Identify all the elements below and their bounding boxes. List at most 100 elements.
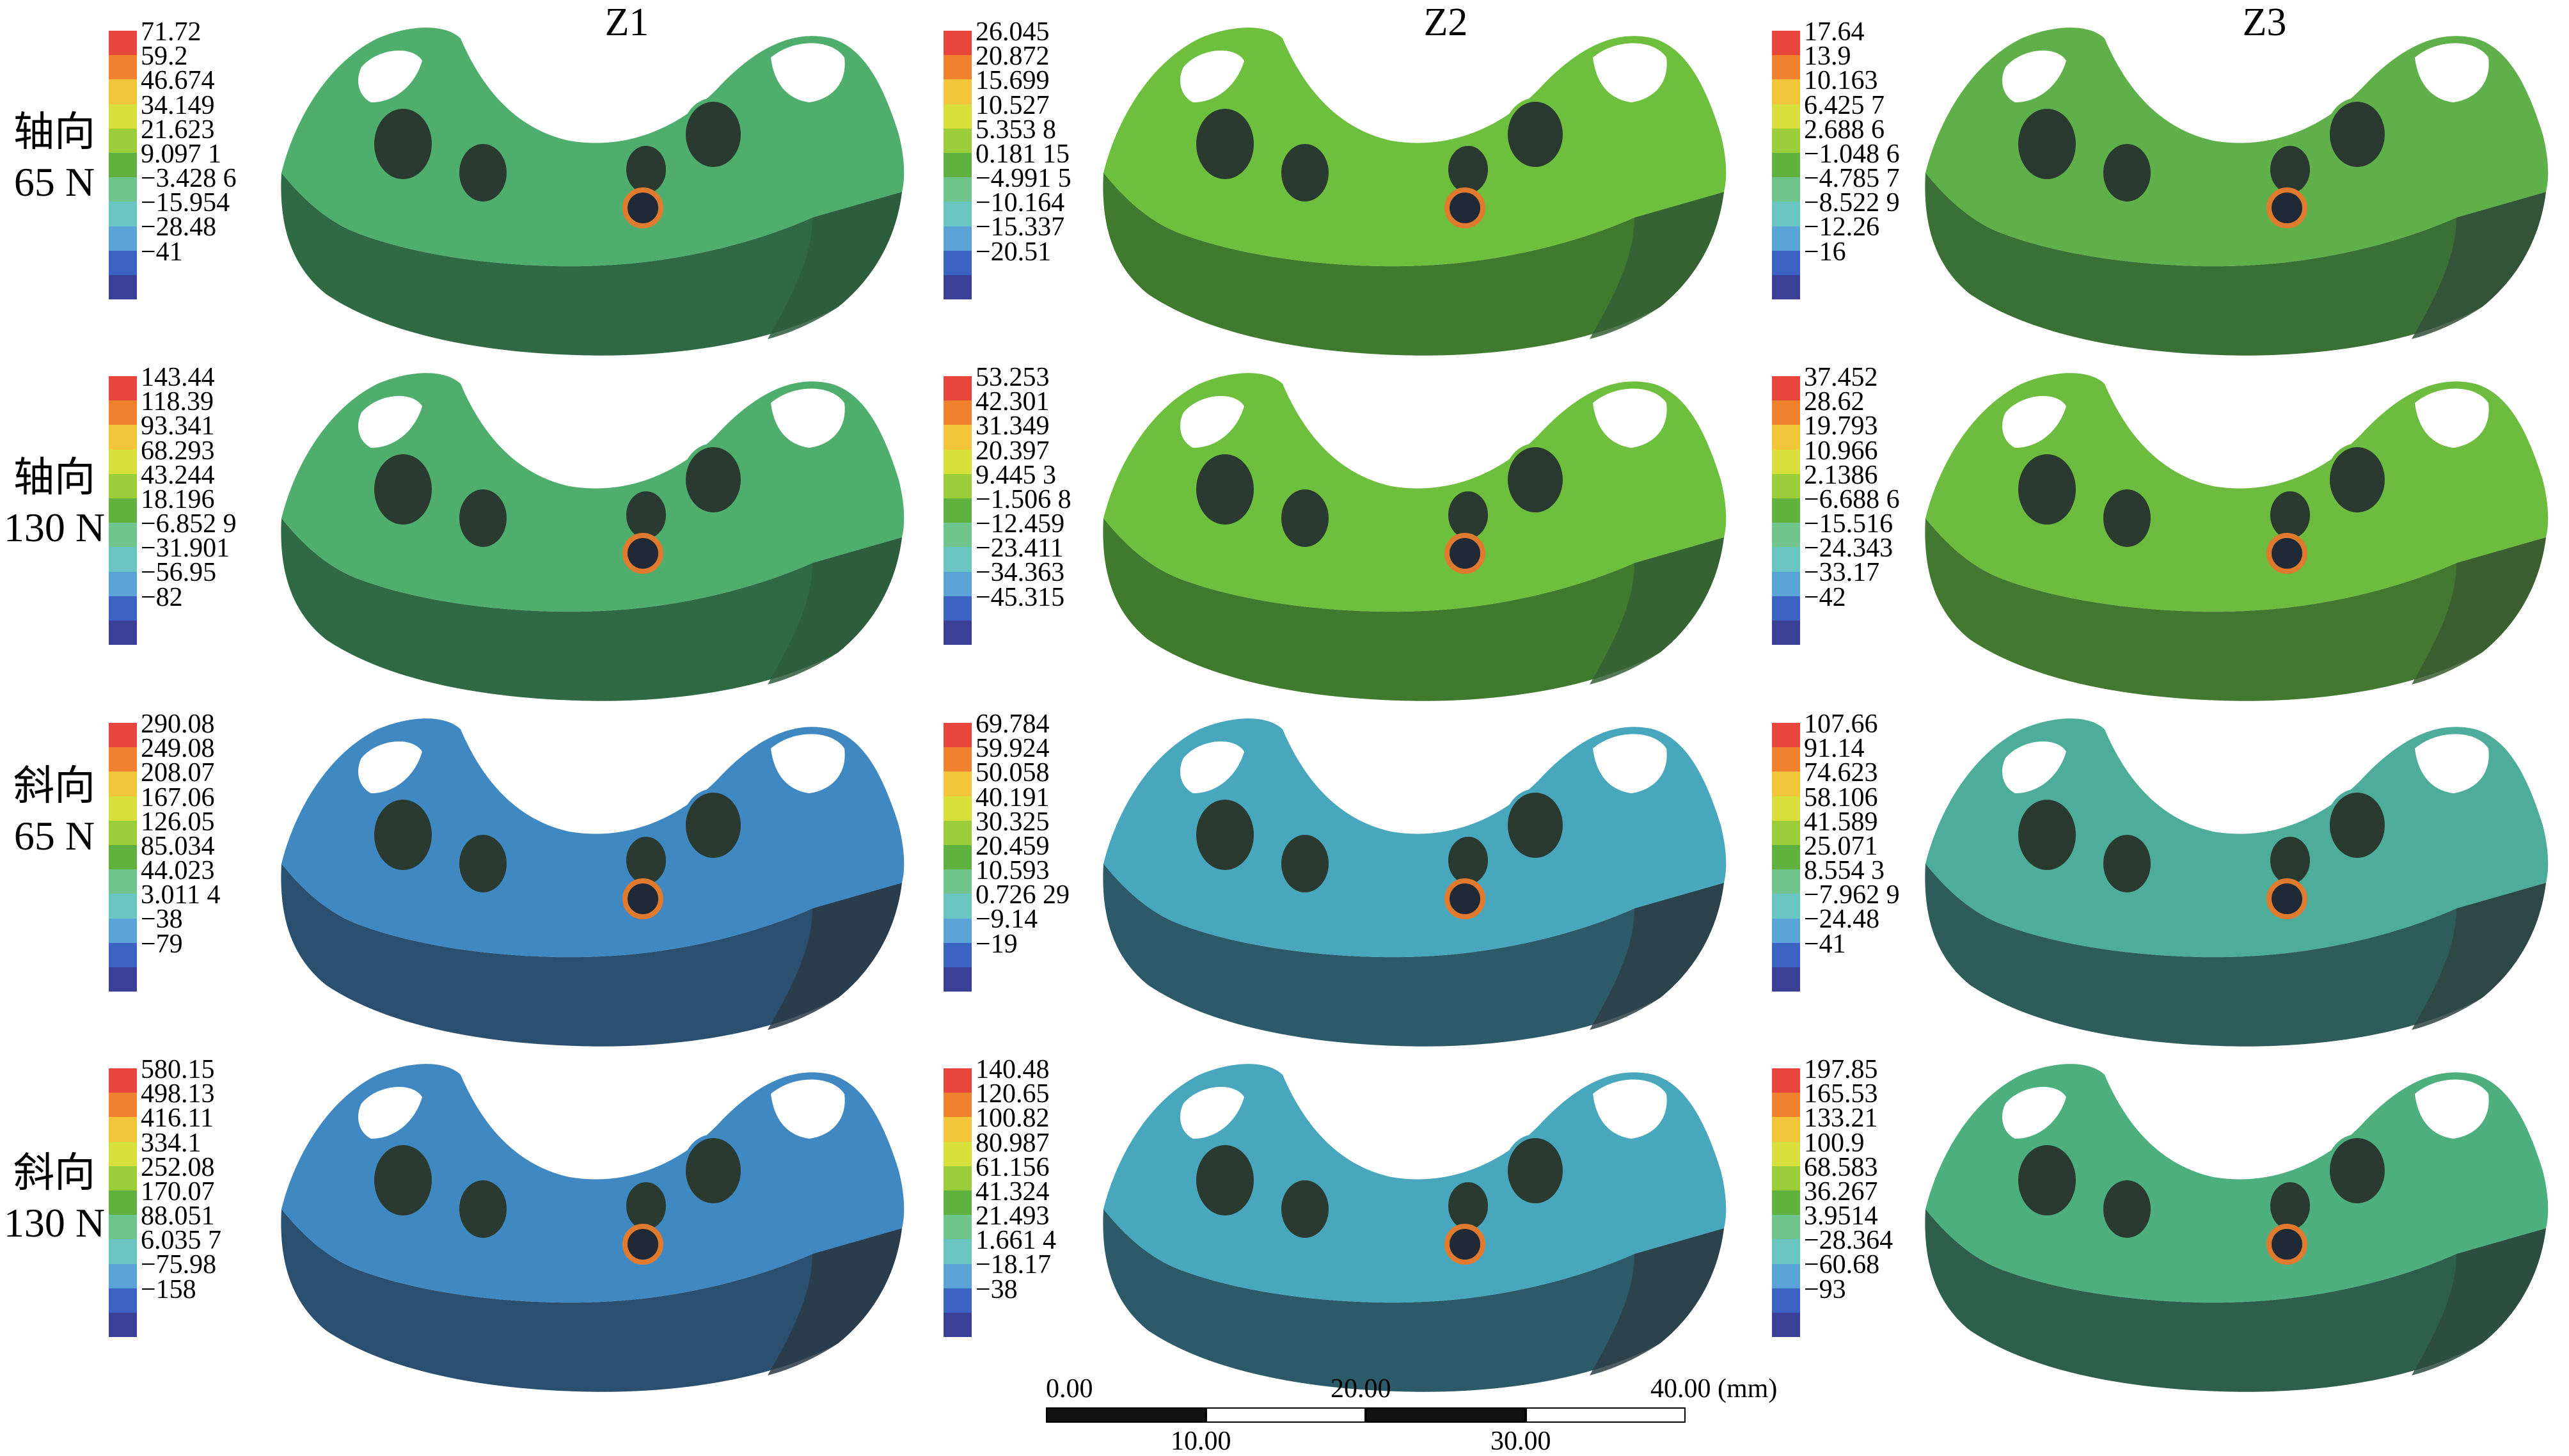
legend-swatch: [109, 942, 137, 967]
legend-swatch: [109, 473, 137, 498]
implant-window-right: [1593, 734, 1667, 793]
implant-contour-render: [1925, 1064, 2549, 1392]
implant-lateral-hole: [2326, 98, 2389, 171]
color-legend: 580.15 498.13 416.11 334.1 252.08 170.07 88.05…: [109, 1056, 320, 1338]
legend-tick-label: 58.106: [1804, 782, 1878, 812]
legend-tick-label: −7.962 9: [1804, 880, 1900, 910]
legend-tick-label: −19: [976, 929, 1018, 959]
legend-tick-label: 334.1: [141, 1128, 202, 1158]
legend-tick-label: −12.459: [976, 509, 1065, 539]
legend-swatch: [944, 226, 972, 251]
column-header-z3: Z3: [2242, 1, 2287, 44]
implant-lateral-hole: [1504, 789, 1567, 862]
implant-side-face: [768, 537, 902, 684]
implant-lateral-hole: [1504, 443, 1567, 516]
legend-swatch: [1772, 1166, 1800, 1191]
legend-swatch: [109, 1215, 137, 1240]
legend-tick-label: −1.048 6: [1804, 139, 1900, 169]
implant-window-left: [358, 395, 422, 448]
legend-tick-label: 26.045: [976, 17, 1050, 47]
implant-lateral-hole: [370, 450, 436, 528]
legend-tick-label: 34.149: [141, 90, 215, 120]
legend-swatch: [109, 894, 137, 919]
legend-swatch: [109, 820, 137, 845]
legend-swatch: [1772, 400, 1800, 425]
legend-color-bar: [109, 31, 137, 300]
legend-tick-label: 249.08: [141, 734, 215, 764]
legend-swatch: [109, 226, 137, 251]
legend-tick-label: 3.9514: [1804, 1201, 1878, 1231]
implant-front-face: [281, 1209, 902, 1392]
implant-lateral-hole: [1444, 833, 1492, 888]
legend-tick-label: −75.98: [141, 1250, 217, 1280]
implant-front-face: [1925, 173, 2546, 356]
legend-tick-label: 69.784: [976, 709, 1050, 739]
legend-tick-label: 133.21: [1804, 1104, 1878, 1134]
row-label-load: 65 N: [13, 813, 95, 859]
implant-stress-hotspot: [1444, 1224, 1485, 1265]
legend-color-bar: [1772, 31, 1800, 300]
implant-lateral-hole: [455, 831, 510, 896]
legend-swatch: [1772, 1190, 1800, 1215]
legend-tick-label: 20.872: [976, 42, 1050, 72]
implant-contour-render: [1103, 28, 1727, 356]
legend-swatch: [109, 747, 137, 772]
legend-tick-label: −10.164: [976, 188, 1065, 218]
implant-top-surface: [1103, 1064, 1727, 1303]
legend-tick-label: 165.53: [1804, 1079, 1878, 1109]
legend-tick-label: −1.506 8: [976, 484, 1071, 514]
legend-tick-label: 140.48: [976, 1055, 1050, 1084]
legend-swatch: [944, 152, 972, 178]
implant-window-left: [2002, 395, 2066, 448]
implant-contour-render: [1925, 28, 2549, 356]
legend-swatch: [1772, 1117, 1800, 1142]
legend-swatch: [944, 747, 972, 772]
legend-swatch: [109, 772, 137, 796]
row-label-load: 130 N: [3, 1200, 106, 1246]
implant-lateral-hole: [1192, 105, 1258, 183]
implant-front-face: [1925, 518, 2546, 701]
legend-swatch: [944, 1117, 972, 1142]
legend-color-bar: [109, 723, 137, 992]
implant-window-left: [358, 50, 422, 102]
legend-swatch: [1772, 1263, 1800, 1288]
implant-front-face: [281, 173, 902, 356]
legend-swatch: [1772, 128, 1800, 153]
implant-window-left: [1180, 395, 1244, 448]
legend-swatch: [944, 31, 972, 56]
legend-tick-label: 290.08: [141, 709, 215, 739]
legend-swatch: [109, 449, 137, 474]
legend-swatch: [109, 967, 137, 992]
implant-window-left: [2002, 741, 2066, 793]
scale-segment: [1206, 1407, 1366, 1423]
legend-swatch: [1772, 1141, 1800, 1166]
scale-label: 0.00: [1046, 1374, 1093, 1404]
implant-window-left: [1180, 741, 1244, 793]
legend-swatch: [944, 571, 972, 596]
legend-swatch: [944, 772, 972, 796]
legend-tick-label: −6.688 6: [1804, 484, 1900, 514]
legend-swatch: [944, 547, 972, 572]
implant-lateral-hole: [2014, 1141, 2080, 1219]
legend-swatch: [109, 79, 137, 104]
legend-tick-label: 1.661 4: [976, 1226, 1056, 1256]
implant-contour-render: [281, 718, 905, 1047]
legend-tick-label: 36.267: [1804, 1176, 1878, 1207]
legend-swatch: [1772, 1068, 1800, 1093]
implant-window-right: [771, 734, 845, 793]
legend-tick-label: −79: [141, 929, 183, 959]
implant-lateral-hole: [455, 140, 510, 205]
scale-segment: [1526, 1407, 1686, 1423]
implant-contour-render: [1925, 373, 2549, 701]
legend-swatch: [944, 796, 972, 821]
legend-tick-label: 21.493: [976, 1201, 1050, 1231]
legend-swatch: [1772, 820, 1800, 845]
legend-tick-label: −41: [1804, 929, 1846, 959]
legend-tick-label: 208.07: [141, 758, 215, 788]
legend-tick-label: 50.058: [976, 758, 1050, 788]
legend-tick-label: 44.023: [141, 856, 215, 886]
scale-label: 30.00: [1490, 1427, 1551, 1456]
legend-swatch: [109, 152, 137, 178]
legend-swatch: [1772, 844, 1800, 870]
legend-swatch: [109, 55, 137, 80]
